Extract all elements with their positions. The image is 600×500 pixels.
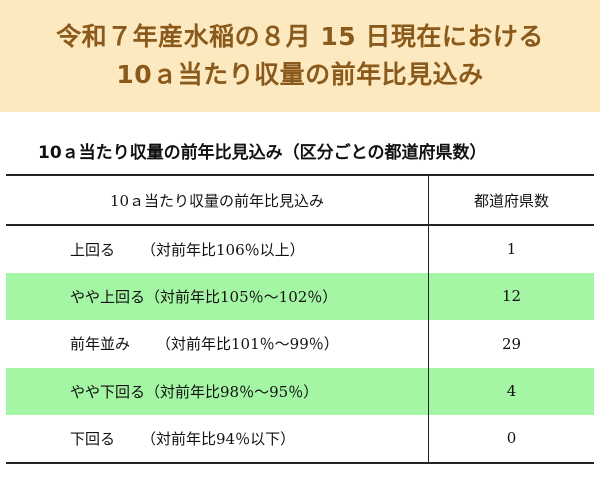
row-category: やや下回る（対前年比98％～95％） <box>6 367 429 415</box>
row-label: やや下回る <box>70 382 146 401</box>
row-category: 上回る （対前年比106％以上） <box>6 225 429 273</box>
row-category: 前年並み （対前年比101％～99％） <box>6 320 429 368</box>
table-header-row: 10ａ当たり収量の前年比見込み 都道府県数 <box>6 175 594 225</box>
title-line-1: 令和７年産水稲の８月 15 日現在における <box>56 22 544 51</box>
header-prefecture-count: 都道府県数 <box>428 175 594 225</box>
table-row: 前年並み （対前年比101％～99％） 29 <box>6 320 594 368</box>
row-label: 下回る <box>70 429 116 448</box>
row-range: （対前年比94％以下） <box>141 429 296 448</box>
title-banner: 令和７年産水稲の８月 15 日現在における 10ａ当たり収量の前年比見込み <box>0 0 600 112</box>
table-row: やや下回る（対前年比98％～95％） 4 <box>6 367 594 415</box>
title-line-2: 10ａ当たり収量の前年比見込み <box>116 60 484 89</box>
row-range: （対前年比101％～99％） <box>156 335 339 354</box>
row-count: 4 <box>428 367 594 415</box>
table-row: やや上回る（対前年比105％～102％） 12 <box>6 272 594 320</box>
row-range: （対前年比106％以上） <box>141 240 305 259</box>
table-row: 下回る （対前年比94％以下） 0 <box>6 415 594 463</box>
row-category: 下回る （対前年比94％以下） <box>6 415 429 463</box>
row-label: 前年並み <box>70 335 131 354</box>
table-caption: 10ａ当たり収量の前年比見込み（区分ごとの都道府県数） <box>38 143 487 163</box>
header-forecast: 10ａ当たり収量の前年比見込み <box>109 191 325 210</box>
row-count: 12 <box>428 272 594 320</box>
row-count: 29 <box>428 320 594 368</box>
row-range: （対前年比105％～102％） <box>145 287 338 306</box>
row-label: やや上回る <box>70 287 146 306</box>
row-category: やや上回る（対前年比105％～102％） <box>6 272 429 320</box>
row-count: 1 <box>428 225 594 273</box>
table-row: 上回る （対前年比106％以上） 1 <box>6 225 594 273</box>
row-label: 上回る <box>70 240 116 259</box>
row-range: （対前年比98％～95％） <box>145 382 319 401</box>
row-count: 0 <box>428 415 594 463</box>
yield-forecast-table: 10ａ当たり収量の前年比見込み 都道府県数 上回る （対前年比106％以上） 1 … <box>6 174 594 464</box>
